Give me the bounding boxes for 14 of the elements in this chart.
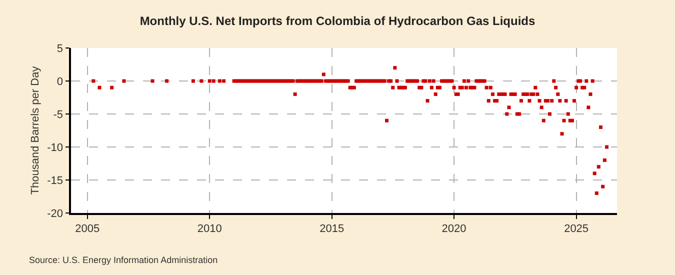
- source-note: Source: U.S. Energy Information Administration: [29, 255, 218, 265]
- y-tick-label: -20: [47, 208, 64, 220]
- chart-title: Monthly U.S. Net Imports from Colombia of Hydrocarbon Gas Liquids: [140, 14, 536, 28]
- y-tick-label: -5: [53, 108, 64, 121]
- y-axis-title: Thousand Barrels per Day: [29, 66, 42, 195]
- x-tick-label: 2015: [320, 222, 344, 235]
- y-tick-label: 0: [56, 76, 64, 88]
- x-tick-label: 2010: [197, 222, 222, 235]
- x-tick-label: 2025: [564, 222, 589, 235]
- x-tick-label: 2020: [442, 222, 466, 235]
- y-tick-label: -10: [47, 142, 64, 154]
- x-tick-label: 2005: [75, 222, 100, 235]
- y-tick-label: -15: [47, 174, 64, 187]
- y-tick-label: 5: [56, 42, 64, 55]
